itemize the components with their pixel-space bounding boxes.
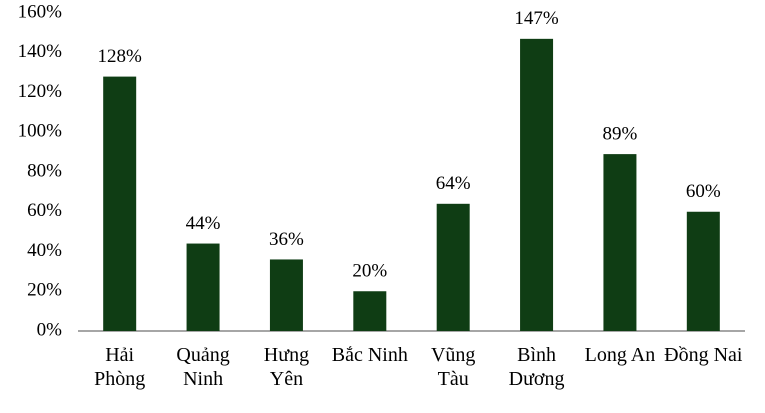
bar (603, 154, 637, 331)
y-tick-label: 40% (27, 240, 62, 261)
y-tick-label: 20% (27, 280, 62, 301)
bar (186, 243, 220, 331)
bar (353, 291, 387, 331)
value-label: 128% (98, 46, 143, 67)
x-tick-label: Đồng Nai (664, 344, 743, 366)
bar (103, 76, 137, 331)
x-tick-label: Bắc Ninh (331, 344, 408, 366)
bar (436, 203, 470, 331)
value-label: 20% (352, 261, 387, 282)
y-tick-label: 80% (27, 160, 62, 181)
value-label: 89% (603, 123, 638, 144)
y-tick-label: 0% (37, 319, 63, 340)
y-tick-label: 60% (27, 200, 62, 221)
value-label: 44% (186, 213, 221, 234)
bar (520, 38, 554, 332)
y-tick-label: 140% (18, 41, 63, 62)
y-tick-label: 160% (18, 1, 63, 22)
y-tick-label: 120% (18, 81, 63, 102)
x-tick-label: Quảng Ninh (176, 344, 230, 390)
x-tick-label: Long An (584, 344, 656, 366)
x-tick-label: Vũng Tàu (430, 344, 476, 390)
bar (686, 211, 720, 331)
x-tick-label: Hưng Yên (263, 344, 310, 390)
value-label: 36% (269, 229, 304, 250)
y-tick-label: 100% (18, 121, 63, 142)
value-label: 147% (514, 8, 559, 29)
bar (269, 259, 303, 331)
value-label: 64% (436, 173, 471, 194)
x-tick-label: Hải Phòng (94, 344, 146, 390)
value-label: 60% (686, 181, 721, 202)
x-tick-label: Bình Dương (508, 344, 565, 390)
